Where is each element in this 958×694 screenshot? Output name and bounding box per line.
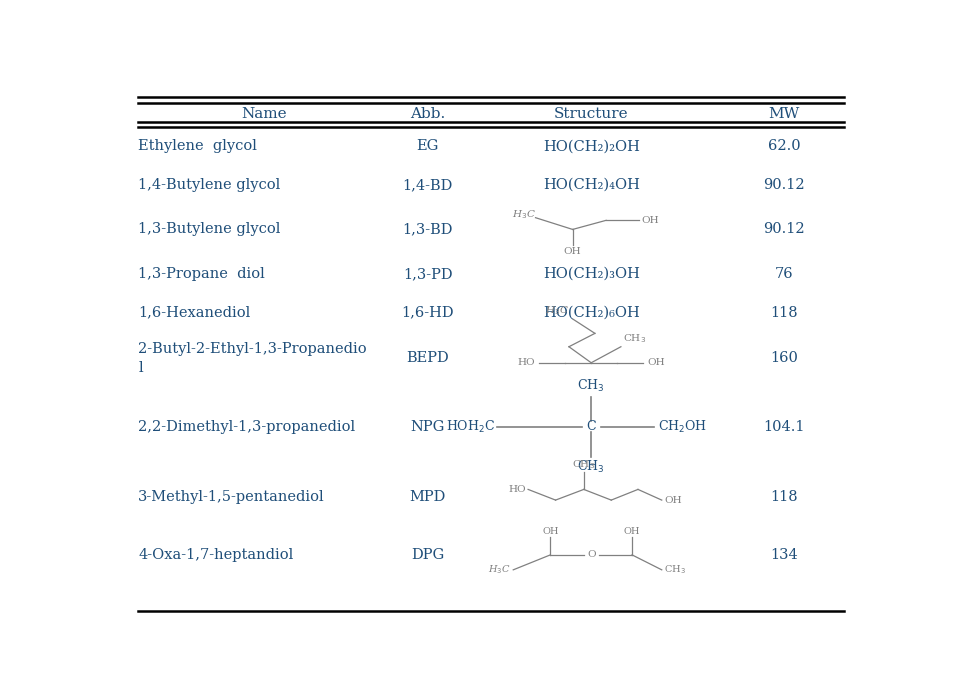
Text: 1,3-Propane  diol: 1,3-Propane diol xyxy=(138,267,265,281)
Text: 2,2-Dimethyl-1,3-propanediol: 2,2-Dimethyl-1,3-propanediol xyxy=(138,420,355,434)
Text: HOH$_2$C: HOH$_2$C xyxy=(445,418,494,434)
Text: OH: OH xyxy=(564,247,582,256)
Text: Structure: Structure xyxy=(554,108,628,121)
Text: OH: OH xyxy=(647,358,665,367)
Text: HO(CH₂)₂OH: HO(CH₂)₂OH xyxy=(543,139,640,153)
Text: 1,3-BD: 1,3-BD xyxy=(402,223,453,237)
Text: 1,6-Hexanediol: 1,6-Hexanediol xyxy=(138,305,251,319)
Text: 1,4-BD: 1,4-BD xyxy=(402,178,453,192)
Text: 118: 118 xyxy=(770,491,798,505)
Text: 3-Methyl-1,5-pentanediol: 3-Methyl-1,5-pentanediol xyxy=(138,491,325,505)
Text: l: l xyxy=(138,361,143,375)
Text: O: O xyxy=(587,550,596,559)
Text: OH: OH xyxy=(664,496,681,505)
Text: EG: EG xyxy=(417,139,439,153)
Text: 104.1: 104.1 xyxy=(764,420,805,434)
Text: 1,6-HD: 1,6-HD xyxy=(401,305,454,319)
Text: 4-Oxa-1,7-heptandiol: 4-Oxa-1,7-heptandiol xyxy=(138,548,293,562)
Text: HO: HO xyxy=(509,485,526,494)
Text: NPG: NPG xyxy=(411,420,445,434)
Text: DPG: DPG xyxy=(411,548,445,562)
Text: H$_3$C: H$_3$C xyxy=(489,564,511,576)
Text: 1,4-Butylene glycol: 1,4-Butylene glycol xyxy=(138,178,281,192)
Text: 1,3-PD: 1,3-PD xyxy=(403,267,453,281)
Text: BEPD: BEPD xyxy=(406,351,449,366)
Text: HO(CH₂)₄OH: HO(CH₂)₄OH xyxy=(543,178,640,192)
Text: CH$_3$: CH$_3$ xyxy=(623,332,647,345)
Text: C: C xyxy=(586,420,596,433)
Text: OH: OH xyxy=(624,527,640,536)
Text: HO(CH₂)₃OH: HO(CH₂)₃OH xyxy=(543,267,640,281)
Text: 118: 118 xyxy=(770,305,798,319)
Text: MW: MW xyxy=(768,108,800,121)
Text: 160: 160 xyxy=(770,351,798,366)
Text: OH: OH xyxy=(542,527,559,536)
Text: 76: 76 xyxy=(775,267,793,281)
Text: HO: HO xyxy=(518,358,536,367)
Text: CH$_2$OH: CH$_2$OH xyxy=(658,418,707,434)
Text: H$_3$C: H$_3$C xyxy=(545,305,569,317)
Text: Ethylene  glycol: Ethylene glycol xyxy=(138,139,257,153)
Text: CH$_3$: CH$_3$ xyxy=(572,458,595,471)
Text: 62.0: 62.0 xyxy=(768,139,801,153)
Text: H$_3$C: H$_3$C xyxy=(512,209,536,221)
Text: 134: 134 xyxy=(770,548,798,562)
Text: CH$_3$: CH$_3$ xyxy=(578,459,604,475)
Text: CH$_3$: CH$_3$ xyxy=(578,378,604,394)
Text: Name: Name xyxy=(241,108,287,121)
Text: Abb.: Abb. xyxy=(410,108,445,121)
Text: CH$_3$: CH$_3$ xyxy=(664,564,686,576)
Text: OH: OH xyxy=(641,216,658,225)
Text: HO(CH₂)₆OH: HO(CH₂)₆OH xyxy=(543,305,640,319)
Text: 90.12: 90.12 xyxy=(764,223,805,237)
Text: 1,3-Butylene glycol: 1,3-Butylene glycol xyxy=(138,223,281,237)
Text: 2-Butyl-2-Ethyl-1,3-Propanedio: 2-Butyl-2-Ethyl-1,3-Propanedio xyxy=(138,342,367,356)
Text: 90.12: 90.12 xyxy=(764,178,805,192)
Text: MPD: MPD xyxy=(410,491,446,505)
